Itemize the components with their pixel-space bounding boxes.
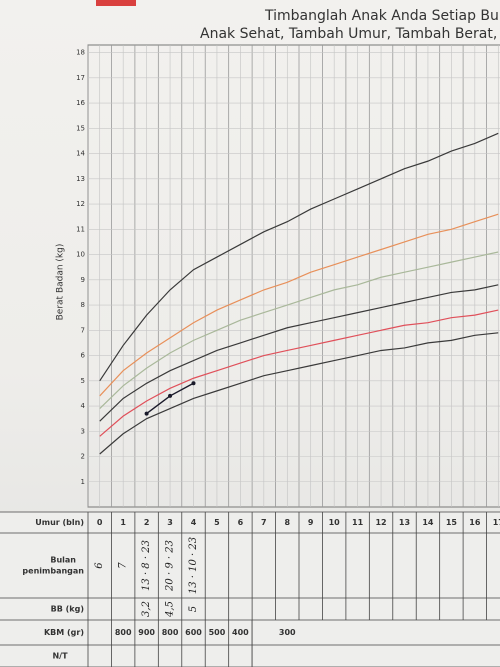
kbm-value: 800: [115, 628, 132, 637]
kbm-value: 800: [162, 628, 179, 637]
weigh-date: 7: [118, 562, 129, 569]
kbm-value: 600: [185, 628, 202, 637]
x-tick-label: 14: [422, 518, 434, 527]
weigh-date: 6: [94, 562, 105, 569]
y-tick-label: 1: [81, 478, 85, 486]
x-tick-label: 0: [97, 518, 103, 527]
x-tick-label: 4: [191, 518, 197, 527]
y-tick-label: 3: [81, 427, 85, 435]
x-tick-label: 6: [238, 518, 244, 527]
row-label: BB (kg): [51, 605, 84, 614]
chart-title: Timbanglah Anak Anda Setiap Bulan: [264, 8, 500, 24]
x-tick-label: 13: [399, 518, 410, 527]
data-point: [144, 411, 149, 416]
y-tick-label: 8: [81, 301, 85, 309]
series-line: [99, 284, 499, 422]
row-label: Bulan: [50, 556, 76, 565]
x-tick-label: 16: [469, 518, 481, 527]
y-tick-label: 9: [81, 276, 85, 284]
x-tick-label: 12: [375, 518, 386, 527]
x-tick-label: 11: [352, 518, 364, 527]
series-line: [99, 309, 499, 437]
series-line: [99, 132, 499, 382]
row-label: KBM (gr): [44, 628, 84, 637]
x-tick-label: 9: [308, 518, 314, 527]
data-point: [168, 393, 173, 398]
y-tick-label: 18: [76, 49, 85, 57]
y-tick-label: 15: [76, 124, 85, 132]
y-tick-label: 10: [76, 251, 85, 259]
row-label: Umur (bln): [35, 518, 84, 527]
y-axis-label: Berat Badan (kg): [56, 244, 66, 321]
row-label: penimbangan: [22, 567, 84, 576]
weight-entry: 3,2: [141, 601, 152, 617]
y-tick-label: 17: [76, 74, 85, 82]
data-point: [191, 381, 196, 386]
red-strip: [96, 0, 136, 6]
x-tick-label: 1: [120, 518, 126, 527]
table-bg: [0, 512, 500, 667]
weigh-date: 20 · 9 · 23: [165, 540, 176, 592]
y-tick-label: 16: [76, 99, 85, 107]
series-line: [99, 213, 499, 397]
x-tick-label: 17: [493, 518, 500, 527]
x-tick-label: 10: [329, 518, 341, 527]
x-tick-label: 8: [284, 518, 290, 527]
y-tick-label: 6: [81, 352, 86, 360]
x-tick-label: 3: [167, 518, 173, 527]
weight-entry: 5: [188, 606, 199, 612]
y-tick-label: 4: [81, 402, 86, 410]
row-label: N/T: [52, 652, 68, 661]
y-tick-label: 5: [81, 377, 85, 385]
series-line: [99, 332, 499, 455]
x-tick-label: 5: [214, 518, 220, 527]
y-tick-label: 14: [76, 150, 85, 158]
kbm-value: 900: [138, 628, 155, 637]
y-tick-label: 12: [76, 200, 85, 208]
y-tick-label: 13: [76, 175, 85, 183]
kbm-value: 500: [209, 628, 226, 637]
x-tick-label: 7: [261, 518, 267, 527]
weight-entry: 4,5: [165, 601, 176, 618]
x-tick-label: 2: [144, 518, 150, 527]
chart-subtitle: Anak Sehat, Tambah Umur, Tambah Berat, T…: [200, 26, 500, 42]
kbm-value: 300: [279, 628, 296, 637]
weigh-date: 13 · 10 · 23: [188, 537, 199, 594]
y-tick-label: 2: [81, 453, 85, 461]
y-tick-label: 11: [76, 225, 85, 233]
weigh-date: 13 · 8 · 23: [141, 540, 152, 591]
series-line: [99, 251, 499, 409]
x-tick-label: 15: [446, 518, 458, 527]
y-tick-label: 7: [81, 326, 85, 334]
kbm-value: 400: [232, 628, 249, 637]
